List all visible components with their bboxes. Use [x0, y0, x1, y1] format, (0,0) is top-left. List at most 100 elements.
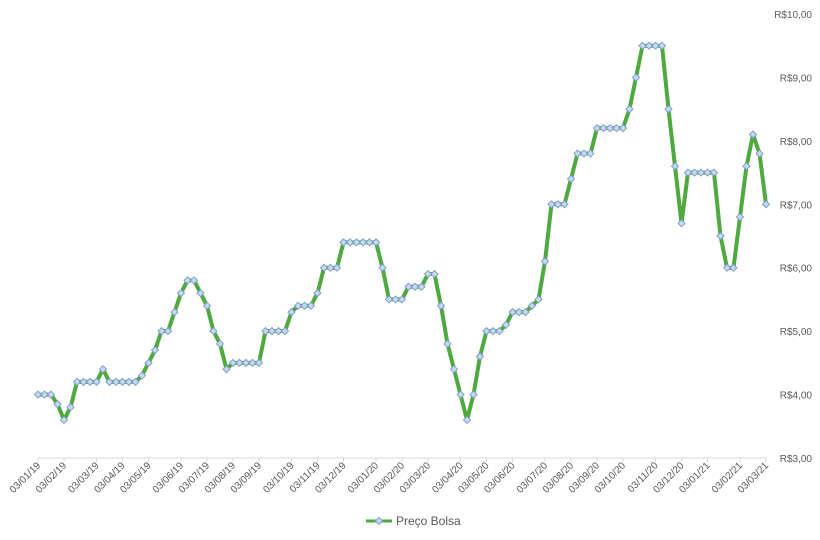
point-marker	[729, 263, 738, 272]
point-marker	[33, 390, 43, 399]
point-marker	[131, 377, 140, 387]
y-tick-label: R$5,00	[780, 327, 813, 338]
point-marker	[618, 123, 628, 133]
point-marker	[761, 200, 771, 209]
y-tick-label: R$4,00	[780, 391, 813, 402]
point-marker	[657, 41, 667, 50]
point-marker	[267, 326, 277, 336]
point-marker	[482, 326, 491, 336]
point-marker	[469, 390, 478, 399]
point-marker	[423, 269, 433, 279]
point-marker	[404, 282, 413, 291]
point-marker	[534, 295, 543, 304]
point-marker	[566, 174, 576, 184]
point-marker	[183, 276, 192, 285]
point-marker	[670, 162, 680, 171]
point-marker	[709, 168, 719, 177]
point-marker	[605, 123, 615, 133]
point-marker	[371, 238, 381, 247]
point-marker	[560, 200, 569, 209]
point-marker	[209, 326, 218, 336]
point-marker	[46, 390, 56, 399]
point-marker	[742, 162, 751, 171]
point-marker	[462, 415, 472, 425]
point-marker	[664, 104, 673, 114]
point-marker	[313, 288, 322, 298]
point-marker	[339, 238, 348, 247]
point-marker	[352, 238, 361, 247]
point-marker	[163, 326, 173, 336]
point-marker	[449, 364, 459, 374]
point-marker	[430, 269, 439, 279]
point-marker	[508, 307, 517, 317]
point-marker	[696, 168, 706, 177]
point-marker	[137, 371, 147, 380]
point-marker	[293, 301, 303, 310]
point-marker	[397, 295, 407, 304]
point-marker	[124, 377, 134, 387]
point-marker	[488, 326, 498, 336]
point-marker	[378, 263, 387, 272]
point-marker	[755, 149, 764, 158]
point-marker	[514, 307, 524, 317]
point-marker	[326, 263, 335, 272]
point-marker	[222, 364, 231, 374]
point-marker	[111, 377, 121, 387]
y-tick-label: R$9,00	[780, 73, 813, 84]
point-marker	[118, 377, 127, 387]
point-marker	[248, 358, 257, 368]
point-marker	[319, 263, 329, 272]
point-marker	[332, 263, 342, 272]
point-marker	[644, 41, 654, 50]
point-marker	[436, 301, 446, 310]
point-marker	[586, 149, 595, 158]
point-marker	[72, 377, 82, 387]
point-marker	[280, 326, 290, 336]
point-marker	[85, 377, 95, 387]
point-marker	[176, 288, 186, 298]
point-marker	[215, 339, 225, 349]
point-marker	[527, 301, 537, 310]
y-tick-label: R$3,00	[780, 454, 813, 465]
point-marker	[625, 104, 634, 114]
point-marker	[651, 41, 660, 50]
point-marker	[553, 200, 563, 209]
point-marker	[365, 238, 374, 247]
point-marker	[196, 288, 205, 298]
point-marker	[456, 390, 465, 399]
point-marker	[501, 320, 511, 330]
point-marker	[592, 123, 602, 133]
point-marker	[638, 41, 647, 50]
point-marker	[443, 339, 452, 349]
point-marker	[612, 123, 621, 133]
legend-label: Preço Bolsa	[396, 514, 461, 528]
point-marker	[631, 73, 641, 82]
point-marker	[261, 326, 270, 336]
point-marker	[417, 282, 426, 291]
point-marker	[40, 390, 49, 399]
y-tick-label: R$8,00	[780, 137, 813, 148]
point-marker	[716, 231, 725, 241]
point-marker	[254, 358, 264, 368]
point-marker	[202, 301, 212, 310]
point-marker	[150, 345, 160, 355]
point-marker	[306, 301, 316, 310]
point-marker	[170, 307, 179, 317]
point-marker	[521, 307, 530, 317]
point-marker	[144, 358, 153, 368]
point-marker	[358, 238, 368, 247]
point-marker	[59, 415, 69, 425]
point-marker	[53, 399, 62, 409]
point-marker	[241, 358, 251, 368]
point-marker	[540, 257, 550, 266]
point-marker	[599, 123, 608, 133]
point-marker	[274, 326, 283, 336]
y-tick-label: R$10,00	[774, 10, 812, 21]
point-marker	[157, 326, 166, 336]
point-marker	[189, 276, 199, 285]
point-marker	[748, 130, 758, 139]
point-marker	[66, 403, 75, 412]
point-marker	[300, 301, 309, 310]
point-marker	[579, 149, 589, 158]
point-marker	[690, 168, 699, 177]
